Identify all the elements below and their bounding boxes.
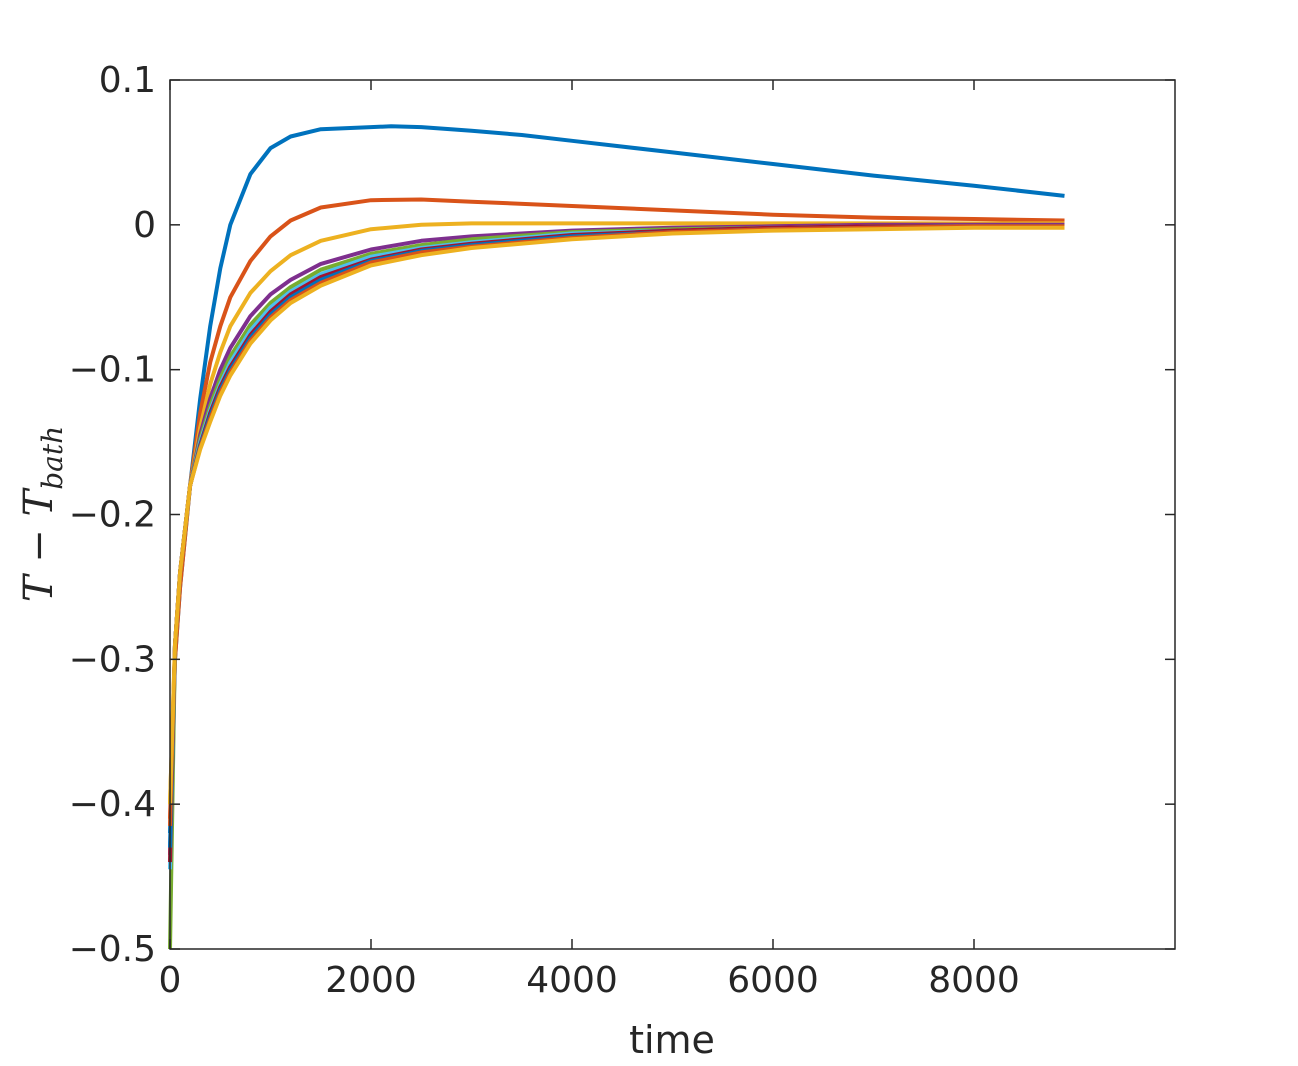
series-line-10: [168, 225, 1065, 805]
tick-layer: 0 2000 4000 6000 8000 0.1 0 −0.1 −0.2 −0.3 −0.4 −0.…: [69, 60, 1175, 1001]
y-axis-label: T − Tbath: [16, 426, 69, 602]
y-tick-label: −0.3: [69, 639, 156, 680]
y-tick-label: 0.1: [99, 60, 156, 101]
y-axis-label-main: T − T: [16, 486, 62, 602]
x-tick-label: 2000: [325, 960, 417, 1001]
x-tick-label: 0: [159, 960, 182, 1001]
y-axis-label-subscript: bath: [36, 426, 69, 490]
y-tick-label: 0: [133, 205, 156, 246]
x-axis-label: time: [629, 1018, 715, 1062]
y-tick-label: −0.1: [69, 350, 156, 391]
x-tick-label: 6000: [727, 960, 819, 1001]
y-tick-label: −0.5: [69, 929, 156, 970]
x-tick-label: 8000: [928, 960, 1020, 1001]
y-tick-label: −0.2: [69, 495, 156, 536]
y-tick-label: −0.4: [69, 784, 156, 825]
series-layer: [168, 124, 1065, 950]
x-tick-label: 4000: [526, 960, 618, 1001]
